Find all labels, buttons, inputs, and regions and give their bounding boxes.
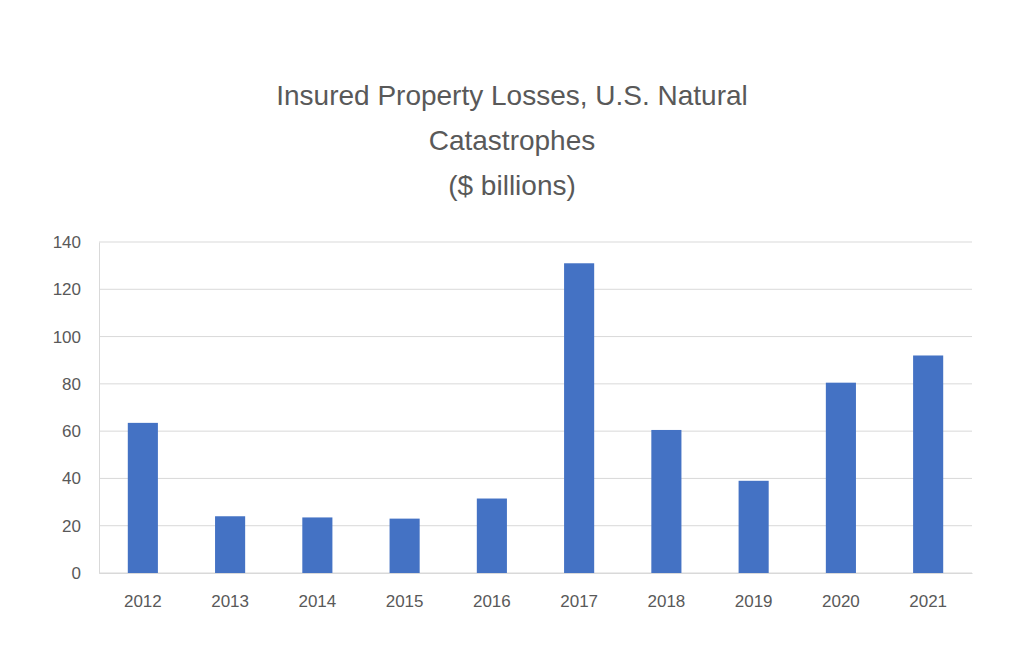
x-tick-label: 2013 bbox=[211, 592, 249, 611]
y-tick: 0 bbox=[72, 564, 99, 583]
x-tick-label: 2014 bbox=[298, 592, 336, 611]
bars bbox=[128, 263, 943, 573]
grid-line bbox=[99, 242, 972, 243]
x-tick: 2017 bbox=[560, 573, 598, 611]
x-tick: 2013 bbox=[211, 573, 249, 611]
y-axis-line bbox=[99, 243, 100, 574]
y-tick-label: 80 bbox=[62, 375, 81, 394]
bar bbox=[390, 519, 420, 573]
y-tick-label: 140 bbox=[53, 233, 81, 252]
chart: Insured Property Losses, U.S. Natural Cat… bbox=[0, 0, 1024, 661]
x-tick: 2012 bbox=[124, 573, 162, 611]
plot: 0204060801001201402012201320142015201620… bbox=[53, 233, 973, 611]
title: Insured Property Losses, U.S. Natural Cat… bbox=[276, 80, 748, 156]
grid bbox=[99, 242, 972, 573]
title-line: Catastrophes bbox=[429, 125, 596, 156]
y-axis: 0 20 40 60 80 100 120 140 bbox=[53, 233, 100, 583]
y-tick: 100 bbox=[53, 328, 99, 347]
x-axis: 2012 2013 2014 2015 2016 2017 2018 2019 2020 2021 bbox=[100, 573, 973, 611]
bar bbox=[913, 355, 943, 573]
x-axis-line bbox=[100, 573, 973, 574]
y-tick: 20 bbox=[62, 517, 99, 536]
x-tick-label: 2017 bbox=[560, 592, 598, 611]
y-tick-label: 120 bbox=[53, 280, 81, 299]
x-tick-label: 2018 bbox=[647, 592, 685, 611]
title-line: Insured Property Losses, U.S. Natural bbox=[276, 80, 748, 111]
bar bbox=[826, 383, 856, 573]
y-tick-label: 100 bbox=[53, 328, 81, 347]
bar bbox=[302, 517, 332, 573]
x-tick: 2021 bbox=[909, 573, 947, 611]
y-tick: 140 bbox=[53, 233, 99, 252]
grid-line bbox=[99, 336, 972, 337]
subtitle: ($ billions) bbox=[448, 170, 576, 201]
y-tick-label: 60 bbox=[62, 422, 81, 441]
x-tick: 2015 bbox=[386, 573, 424, 611]
y-tick-label: 0 bbox=[72, 564, 81, 583]
x-tick-label: 2020 bbox=[822, 592, 860, 611]
x-tick: 2018 bbox=[647, 573, 685, 611]
bar bbox=[564, 263, 594, 573]
x-tick: 2019 bbox=[735, 573, 773, 611]
x-tick: 2014 bbox=[298, 573, 336, 611]
bar bbox=[477, 499, 507, 573]
y-tick: 80 bbox=[62, 375, 99, 394]
bar bbox=[215, 516, 245, 573]
x-tick-label: 2012 bbox=[124, 592, 162, 611]
x-tick-label: 2021 bbox=[909, 592, 947, 611]
x-tick-label: 2015 bbox=[386, 592, 424, 611]
x-tick: 2016 bbox=[473, 573, 511, 611]
x-tick: 2020 bbox=[822, 573, 860, 611]
grid-line bbox=[99, 289, 972, 290]
y-tick: 40 bbox=[62, 469, 99, 488]
bar bbox=[128, 423, 158, 573]
x-tick-label: 2019 bbox=[735, 592, 773, 611]
y-tick-label: 40 bbox=[62, 469, 81, 488]
y-tick: 120 bbox=[53, 280, 99, 299]
bar bbox=[739, 481, 769, 573]
x-tick-label: 2016 bbox=[473, 592, 511, 611]
bar bbox=[651, 430, 681, 573]
y-tick-label: 20 bbox=[62, 517, 81, 536]
y-tick: 60 bbox=[62, 422, 99, 441]
